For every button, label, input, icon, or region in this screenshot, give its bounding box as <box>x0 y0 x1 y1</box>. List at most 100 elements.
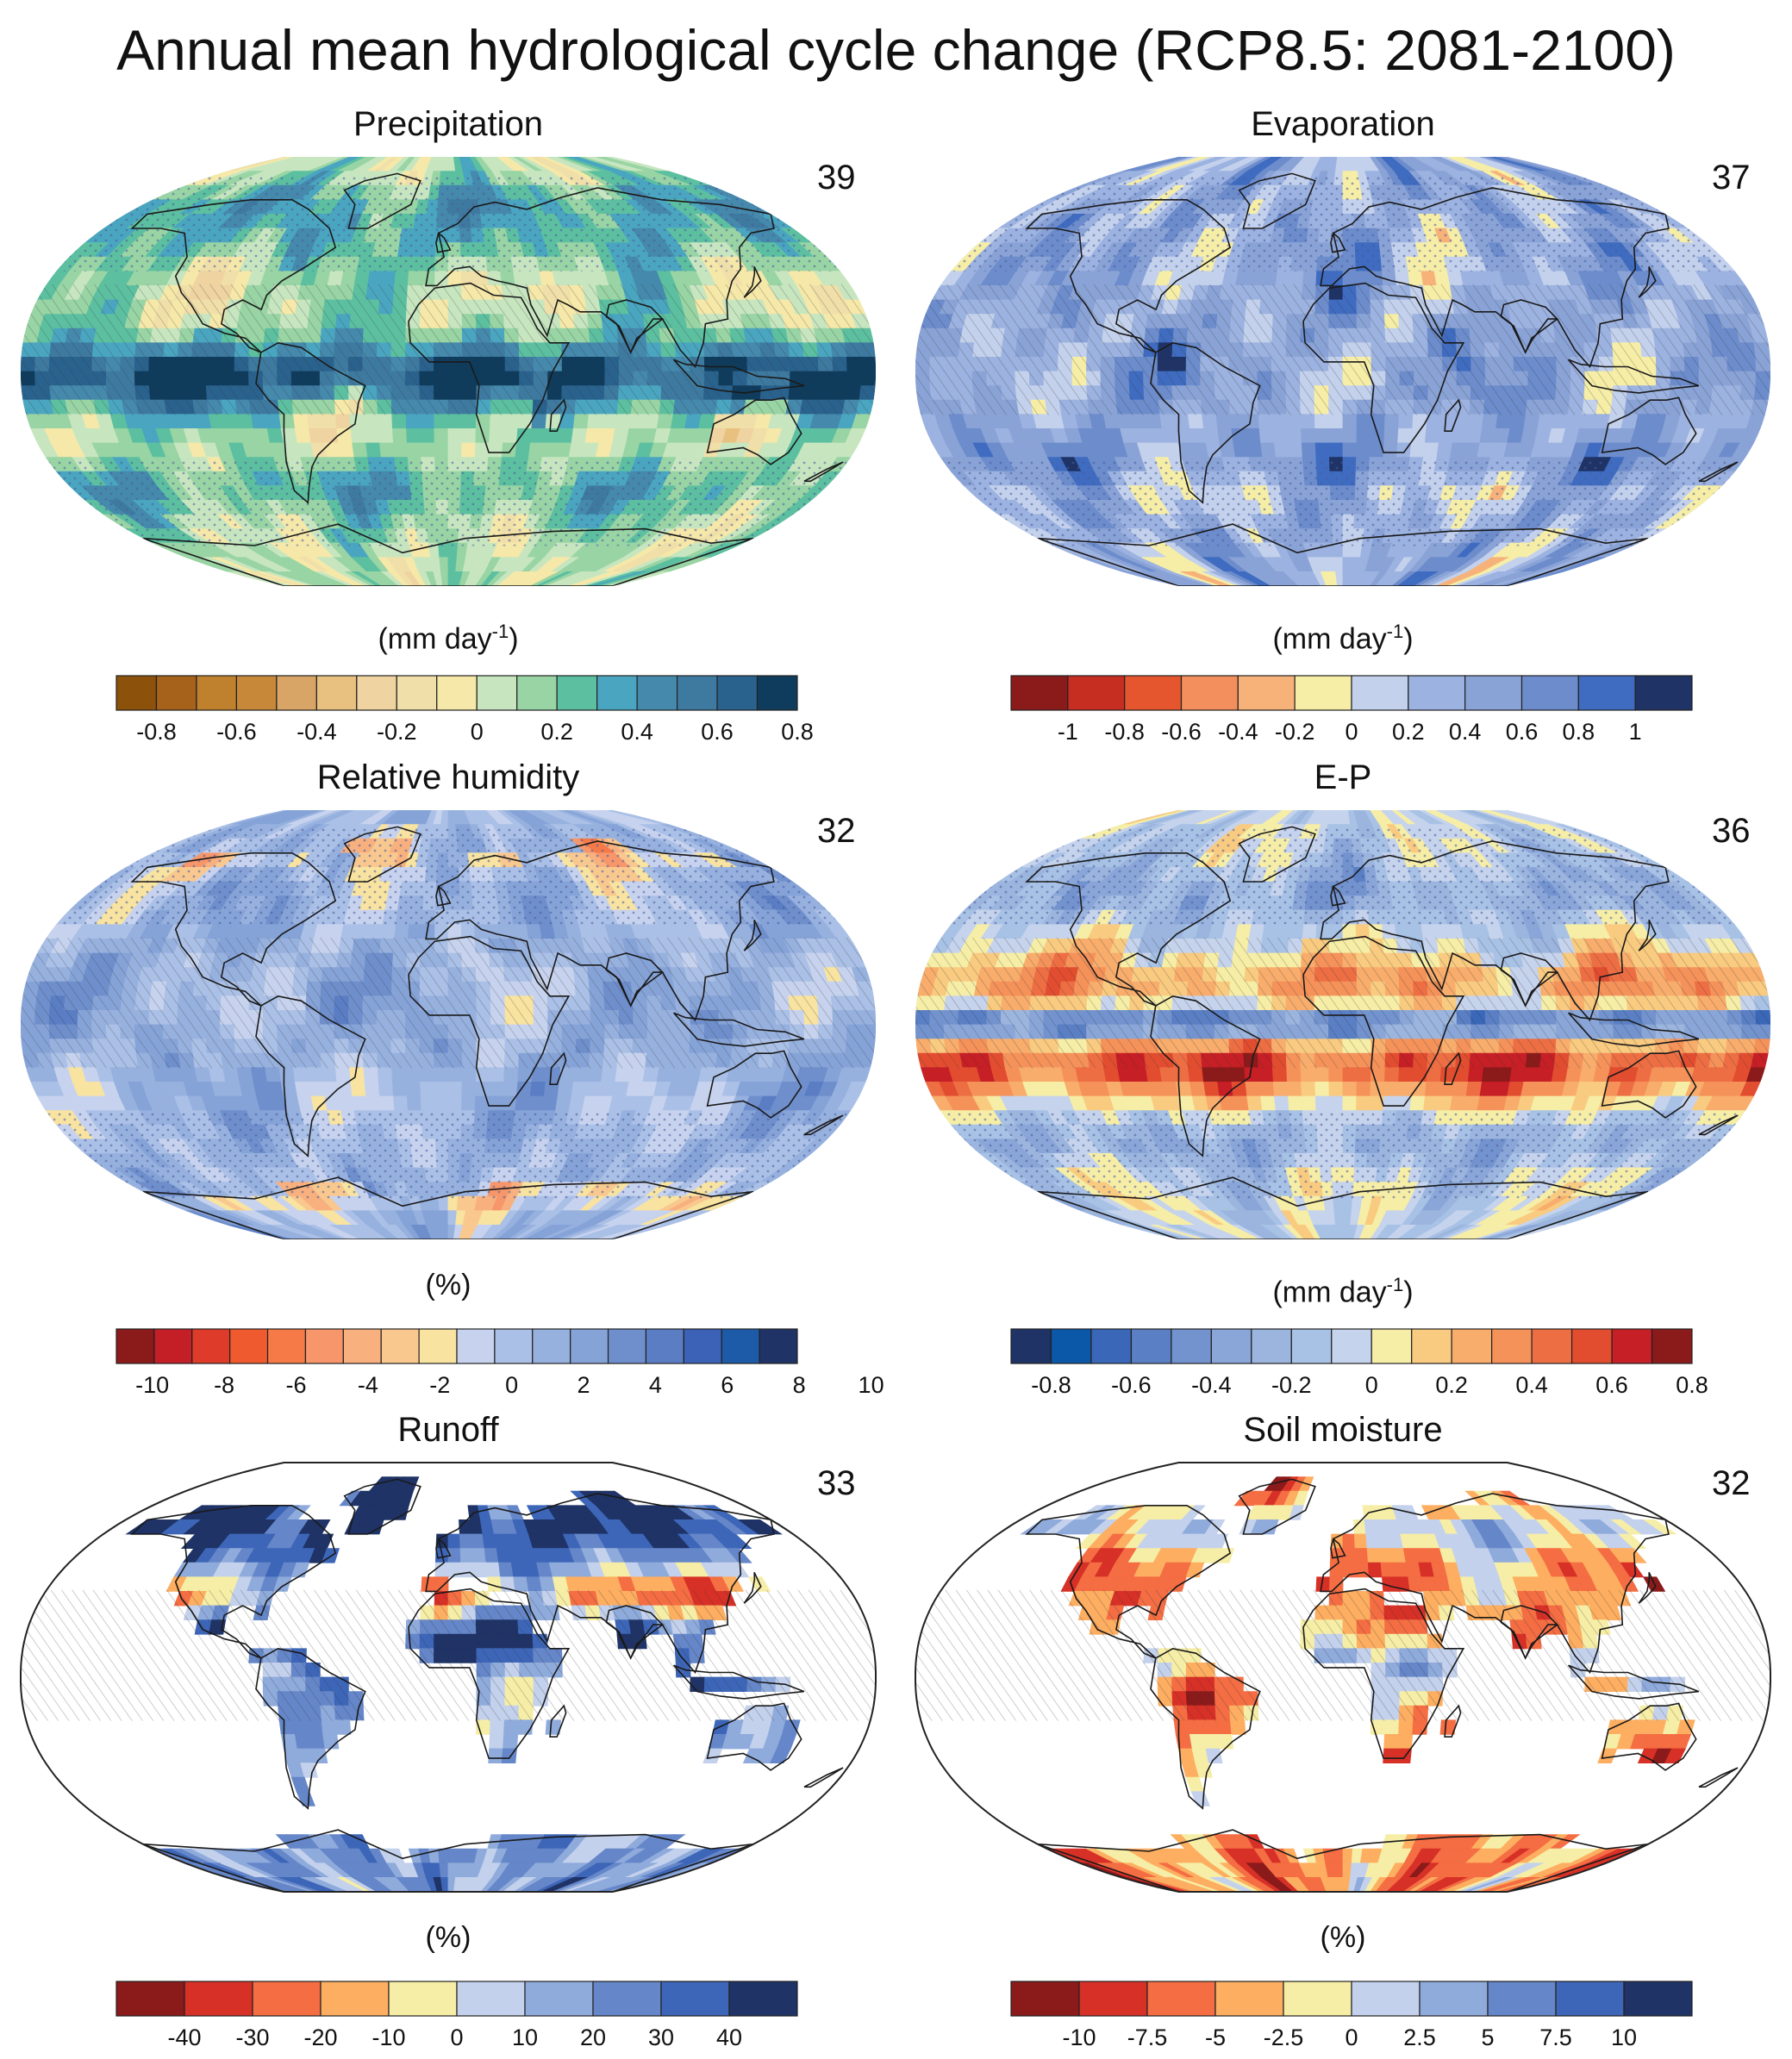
colorbar-swatch <box>1050 1328 1092 1364</box>
coastline-antarctica <box>1037 1176 1649 1239</box>
colorbar-tick-label: -6 <box>285 1372 306 1398</box>
colorbar-tick-label: 0.2 <box>540 719 573 745</box>
coastline-greenland <box>1238 1478 1316 1535</box>
units-soil-moisture: (%) <box>1320 1921 1366 1954</box>
colorbar-tick-label: -10 <box>135 1372 169 1398</box>
coastline-australia <box>706 1050 802 1119</box>
colorbar-swatch <box>1290 1328 1333 1364</box>
coastline-india-sub <box>1500 1605 1559 1660</box>
colorbar-tick-label: 0.6 <box>1506 719 1539 745</box>
coastline-greenland <box>1238 826 1316 883</box>
colorbar-tick-label: -0.2 <box>377 719 417 745</box>
coastline-japan <box>1638 265 1657 298</box>
coastline-new-zealand <box>803 1767 844 1788</box>
coastline-africa <box>408 282 571 453</box>
coastline-africa <box>408 935 571 1107</box>
colorbar-swatch <box>683 1328 722 1364</box>
colorbar-tick-label: -1 <box>1058 719 1078 745</box>
colorbar-tick-label: 0 <box>1345 719 1358 745</box>
colorbar-tick-label: 10 <box>859 1372 884 1398</box>
colorbar-tick-label: 0.4 <box>621 719 653 745</box>
coastline-europe-asia <box>425 1493 775 1675</box>
coastline-south-america <box>255 1647 366 1810</box>
colorbar-swatch <box>1010 675 1069 711</box>
units-relative-humidity: (%) <box>425 1269 471 1301</box>
colorbar-tick-label: 10 <box>1611 2025 1637 2050</box>
colorbar-tick-label: -7.5 <box>1127 2025 1168 2050</box>
colorbar-swatch <box>1214 1981 1284 2017</box>
coastline-uk <box>1330 885 1346 907</box>
colorbar-swatch <box>1451 1328 1493 1364</box>
coastline-new-zealand <box>803 461 844 483</box>
coastline-europe-asia <box>1320 187 1670 369</box>
colorbar-swatch <box>676 675 718 711</box>
colorbar-tick-label: -0.8 <box>136 719 177 745</box>
colorbar-tick-label: 0.8 <box>781 719 814 745</box>
colorbar-tick-label: -20 <box>303 2025 337 2050</box>
colorbar-tick-label: -40 <box>167 2025 201 2050</box>
colorbar-tick-label: -0.8 <box>1031 1372 1071 1398</box>
colorbar-tick-label: -0.6 <box>1161 719 1202 745</box>
colorbar-tick-label: 0.2 <box>1392 719 1425 745</box>
coastline-africa <box>1302 935 1465 1107</box>
coastline-europe-asia <box>425 187 775 369</box>
coastline-india-sub <box>1500 952 1559 1008</box>
model-count-precipitation: 39 <box>817 159 856 197</box>
colorbar-tick-label: 6 <box>721 1372 734 1398</box>
coastline-africa <box>408 1588 571 1759</box>
colorbar-swatch <box>1520 675 1579 711</box>
colorbar-tick-label: -4 <box>358 1372 378 1398</box>
colorbar-swatch <box>1171 1328 1212 1364</box>
coastline-indonesia <box>673 1664 805 1700</box>
coastline-australia <box>706 396 802 465</box>
colorbar-swatch <box>1487 1981 1557 2017</box>
coastline-new-zealand <box>1698 461 1739 483</box>
colorbar-tick-label: 7.5 <box>1539 2025 1572 2050</box>
coastline-australia <box>1601 1702 1697 1771</box>
units-runoff: (%) <box>425 1921 471 1954</box>
colorbar-soil-moisture: -10 -7.5 -5 -2.5 0 2.5 5 7.5 10 <box>1010 1981 1693 2050</box>
figure-title: Annual mean hydrological cycle change (R… <box>116 18 1676 82</box>
coastline-madagascar <box>1444 1051 1462 1085</box>
coastline-europe-asia <box>1320 1493 1670 1675</box>
colorbar-swatch <box>116 1981 185 2017</box>
colorbar-tick-label: 0 <box>505 1372 518 1398</box>
colorbar-tick-label: 2.5 <box>1403 2025 1436 2050</box>
colorbar-swatch <box>494 1328 534 1364</box>
coastline-south-america <box>1150 995 1261 1157</box>
coastline-india-sub <box>605 952 665 1008</box>
colorbar-swatch <box>342 1328 382 1364</box>
colorbar-tick-label: 1 <box>1629 719 1642 745</box>
panel-title-evaporation: Evaporation <box>1251 105 1435 143</box>
colorbar-swatch <box>276 675 317 711</box>
coastline-antarctica <box>1037 523 1649 586</box>
colorbar-swatch <box>1090 1328 1133 1364</box>
colorbar-tick-label: -5 <box>1205 2025 1226 2050</box>
panel-title-soil-moisture: Soil moisture <box>1243 1411 1443 1449</box>
colorbar-swatch <box>607 1328 647 1364</box>
colorbar-swatch <box>1408 675 1466 711</box>
colorbar-swatch <box>155 675 197 711</box>
colorbar-swatch <box>1464 675 1523 711</box>
colorbar-swatch <box>660 1981 730 2017</box>
colorbar-swatch <box>516 675 558 711</box>
coastline-madagascar <box>1444 1704 1462 1738</box>
coastline-indonesia <box>1568 1664 1700 1700</box>
map-border <box>20 1462 877 1893</box>
colorbar-tick-label: 8 <box>793 1372 806 1398</box>
colorbar-tick-label: 40 <box>716 2025 742 2050</box>
colorbar-tick-label: 0 <box>1345 2025 1358 2050</box>
colorbar-swatch <box>1146 1981 1216 2017</box>
colorbar-swatch <box>1067 675 1126 711</box>
colorbar-tick-label: 0.4 <box>1449 719 1482 745</box>
colorbar-swatch <box>1078 1981 1148 2017</box>
colorbar-swatch <box>721 1328 760 1364</box>
colorbar-swatch <box>196 675 238 711</box>
model-count-runoff: 33 <box>817 1464 856 1502</box>
colorbar-swatch <box>153 1328 193 1364</box>
coastline-australia <box>706 1702 802 1771</box>
colorbar-swatch <box>1294 675 1352 711</box>
colorbar-swatch <box>1010 1328 1052 1364</box>
